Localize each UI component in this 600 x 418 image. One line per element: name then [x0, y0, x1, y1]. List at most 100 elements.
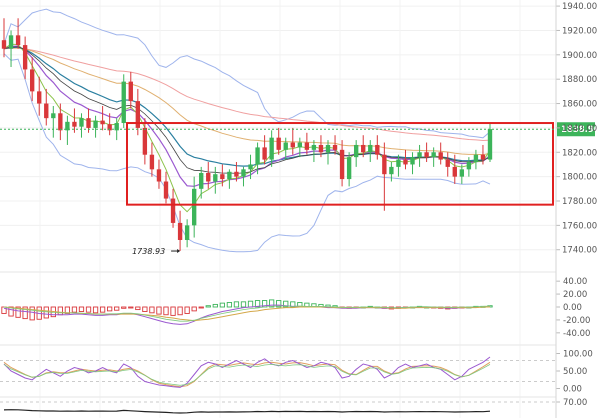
price-tick-label: 1760.00	[562, 221, 597, 231]
candle	[452, 154, 457, 184]
macd-histogram-bar	[92, 306, 99, 314]
price-tick-label: 1860.00	[562, 100, 597, 110]
price-axis: 1940.00 1920.00 1900.00 1880.00 1860.00 1840.…	[556, 2, 597, 256]
last-price-line: 1838.90	[0, 122, 600, 137]
macd-tick-label: 20.00	[563, 290, 587, 300]
moving-averages	[3, 43, 491, 213]
candle	[346, 152, 352, 187]
macd-histogram-bar	[156, 306, 162, 315]
candle	[79, 113, 84, 138]
macd-histogram-bar	[114, 306, 120, 311]
macd-histogram-bar	[233, 301, 240, 308]
price-tick-label: 1880.00	[562, 75, 597, 85]
candle	[177, 210, 183, 251]
macd-histogram-bar	[226, 302, 233, 308]
candle	[241, 166, 246, 187]
candle	[234, 162, 239, 182]
candle	[142, 118, 148, 165]
macd-histogram-bar	[128, 306, 134, 309]
candle	[37, 76, 42, 116]
candle	[44, 88, 49, 126]
candle	[368, 140, 373, 163]
candle	[459, 164, 465, 184]
highlight-box	[126, 122, 554, 206]
macd-histogram-bar	[205, 305, 211, 308]
macd-histogram-bar	[135, 306, 141, 311]
candle	[107, 113, 112, 136]
candle	[424, 142, 429, 163]
candle	[170, 188, 176, 228]
macd-histogram-bar	[43, 306, 49, 319]
ma-10-line	[3, 45, 491, 187]
bollinger-lower-line	[3, 53, 491, 253]
low-annotation: 1738.93	[132, 247, 181, 256]
candle	[191, 176, 197, 238]
ma-5-line	[3, 43, 491, 213]
rsi-tick-label: 70.00	[563, 398, 587, 408]
macd-histogram-bar	[290, 301, 296, 308]
macd-histogram-bar	[191, 306, 197, 312]
candle	[248, 154, 253, 180]
ma-mid-line	[3, 47, 491, 156]
candle	[220, 164, 225, 187]
macd-tick-label: 0.00	[563, 303, 582, 313]
macd-histogram-bar	[276, 300, 282, 308]
bollinger-bands	[3, 8, 491, 253]
macd-histogram-bar	[99, 306, 106, 313]
candle	[417, 144, 422, 167]
candle	[100, 105, 105, 131]
candle	[466, 157, 472, 177]
candle	[255, 142, 260, 175]
macd-histogram-bar	[121, 306, 127, 309]
stochastic-pane: 100.00 50.00 0.00	[0, 350, 593, 395]
candle	[431, 147, 436, 167]
candle	[72, 108, 77, 133]
macd-pane: 40.00 20.00 0.00 -20.00 -40.00	[1, 277, 590, 339]
rsi-pane: 70.00	[0, 398, 587, 414]
candle	[325, 140, 331, 165]
low-value-label: 1738.93	[132, 247, 165, 256]
macd-histogram-bar	[177, 306, 183, 316]
candle	[276, 127, 281, 155]
candle	[332, 135, 338, 155]
candle	[311, 140, 317, 163]
candle	[438, 142, 443, 165]
candle	[58, 103, 63, 141]
candle	[445, 152, 450, 177]
candle	[163, 171, 169, 204]
macd-histogram-bar	[240, 301, 247, 308]
macd-histogram-bar	[184, 306, 190, 314]
candle	[29, 57, 35, 102]
candle	[262, 135, 267, 165]
candle	[304, 132, 310, 155]
candle	[375, 135, 380, 160]
candle	[128, 71, 133, 109]
price-tick-label: 1940.00	[562, 2, 597, 12]
price-tick-label: 1840.00	[562, 124, 597, 134]
candle	[290, 127, 295, 155]
candle	[297, 137, 303, 158]
ma-long-line	[3, 47, 491, 142]
candle	[269, 130, 274, 167]
macd-histogram-bar	[269, 299, 275, 308]
stoch-d-line	[3, 361, 491, 388]
macd-histogram-bar	[254, 300, 261, 308]
stoch-tick-label: 50.00	[563, 367, 587, 377]
candle	[318, 135, 324, 158]
ma-15-line	[3, 46, 491, 174]
rsi-line	[3, 409, 491, 414]
price-tick-label: 1920.00	[562, 26, 597, 36]
macd-histogram-bar	[15, 306, 21, 318]
price-tick-label: 1780.00	[562, 197, 597, 207]
last-price-tag	[557, 122, 595, 137]
macd-histogram-bar	[8, 306, 14, 317]
price-tick-label: 1900.00	[562, 51, 597, 61]
macd-histogram-bar	[219, 302, 225, 308]
candle	[353, 140, 359, 167]
candle	[22, 36, 28, 80]
candle	[213, 166, 218, 194]
macd-histogram-bar	[170, 306, 176, 316]
candle	[121, 74, 126, 128]
